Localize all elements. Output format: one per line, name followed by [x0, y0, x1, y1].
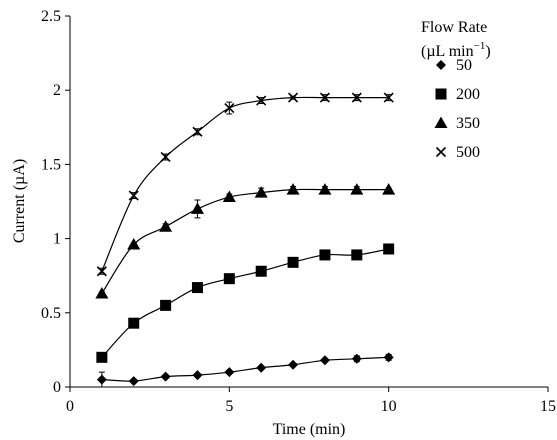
- data-point: [96, 266, 107, 277]
- y-axis-title: Current (µA): [11, 159, 28, 243]
- series-50: [96, 352, 394, 388]
- data-point: [255, 265, 267, 277]
- series-350: [95, 183, 396, 299]
- data-point: [256, 95, 267, 106]
- data-point: [191, 282, 203, 294]
- x-tick-label: 0: [66, 398, 74, 415]
- legend-title-line1: Flow Rate: [421, 19, 487, 36]
- legend-title-close: ): [485, 43, 490, 60]
- y-tick-label: 2.5: [41, 8, 61, 25]
- x-tick-label: 15: [540, 398, 556, 415]
- data-point: [160, 151, 171, 163]
- data-point: [254, 186, 268, 198]
- data-point: [224, 102, 235, 114]
- series-line-500: [101, 96, 389, 272]
- data-point: [351, 92, 362, 103]
- data-point: [256, 362, 267, 373]
- legend-label-500: 500: [456, 144, 480, 161]
- data-point: [128, 376, 139, 387]
- y-tick-label: 1: [53, 231, 61, 248]
- data-point: [96, 374, 107, 385]
- data-point: [128, 190, 139, 201]
- series-500: [96, 92, 394, 277]
- series-line-50: [101, 356, 389, 382]
- series-line-350: [101, 188, 389, 294]
- data-point: [190, 202, 204, 214]
- data-point: [286, 183, 300, 195]
- y-tick-label: 0: [53, 379, 61, 396]
- data-point: [287, 256, 299, 268]
- data-point: [383, 243, 395, 255]
- data-point: [128, 317, 140, 329]
- legend-marker-50: [436, 60, 446, 70]
- y-tick-label: 2: [53, 82, 61, 99]
- legend: Flow Rate (µL min−1) 50 200 350 500: [421, 19, 491, 161]
- legend-label-200: 200: [456, 86, 480, 103]
- data-point: [351, 353, 362, 364]
- data-point: [127, 238, 141, 250]
- data-point: [222, 190, 236, 203]
- data-point: [382, 183, 396, 195]
- data-point: [288, 359, 299, 370]
- series-line-200: [101, 248, 389, 358]
- legend-marker-350: [434, 116, 448, 128]
- data-point: [383, 92, 394, 103]
- x-tick-label: 10: [381, 398, 397, 415]
- data-point: [383, 352, 394, 363]
- data-point: [160, 371, 171, 382]
- data-point: [350, 183, 364, 195]
- data-point: [319, 355, 330, 366]
- legend-marker-200: [435, 88, 447, 100]
- plot-area: [95, 92, 396, 388]
- data-point: [192, 126, 203, 137]
- legend-title-exponent: −1: [474, 40, 486, 52]
- data-point: [288, 92, 299, 103]
- data-point: [223, 273, 235, 285]
- axes: [69, 16, 548, 388]
- legend-label-350: 350: [456, 115, 480, 132]
- data-point: [319, 92, 330, 103]
- data-point: [224, 367, 235, 378]
- legend-title-unit: (µL min: [421, 43, 474, 60]
- data-point: [318, 183, 332, 195]
- x-tick-label: 5: [225, 398, 233, 415]
- series-200: [96, 243, 395, 363]
- data-point: [351, 249, 363, 261]
- data-point: [160, 299, 172, 311]
- legend-marker-500: [435, 146, 447, 158]
- y-tick-label: 0.5: [41, 305, 61, 322]
- data-point: [192, 370, 203, 381]
- y-tick-label: 1.5: [41, 156, 61, 173]
- x-axis-title: Time (min): [273, 421, 346, 438]
- legend-label-50: 50: [456, 57, 472, 74]
- data-point: [159, 220, 173, 232]
- data-point: [96, 351, 108, 363]
- tick-marks: 0 5 10 15 0 0.5 1 1.5 2 2.5: [41, 8, 556, 415]
- data-point: [319, 249, 331, 261]
- legend-title-line2: (µL min−1): [421, 40, 491, 60]
- data-point: [95, 287, 109, 299]
